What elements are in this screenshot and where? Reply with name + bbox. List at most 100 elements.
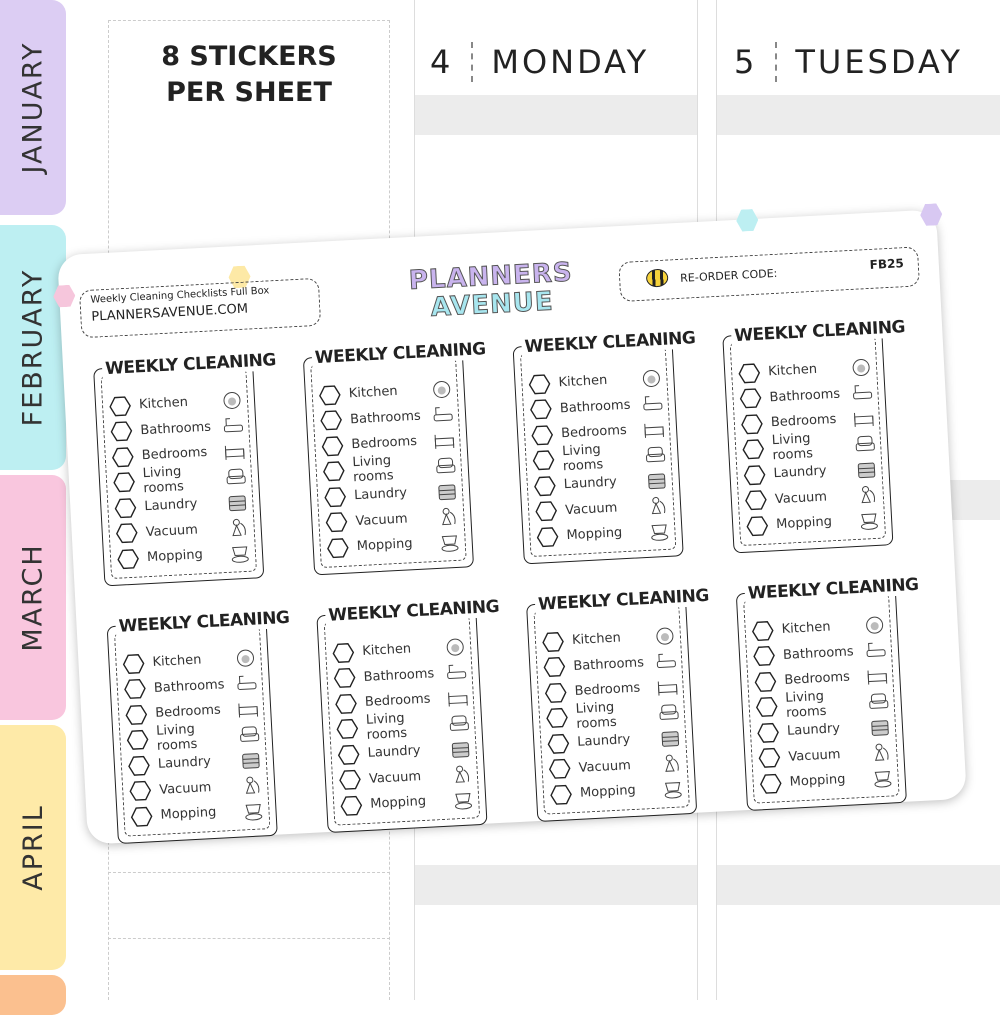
- mop-bucket-icon: [661, 778, 684, 799]
- hexagon-checkbox-icon: [751, 620, 774, 641]
- brand-logo: PLANNERS AVENUE: [408, 257, 574, 323]
- checklist-item: Vacuum: [535, 492, 670, 524]
- bed-icon: [237, 698, 260, 719]
- checklist-item: Mopping: [130, 797, 265, 829]
- task-label: Bedrooms: [141, 445, 208, 464]
- armchair-icon: [224, 466, 247, 487]
- hexagon-checkbox-icon: [550, 784, 573, 805]
- cleaning-checklist-sticker: WEEKLY CLEANING Kitchen Bathrooms Bedrooms L…: [735, 574, 922, 812]
- checklist-item: Kitchen: [528, 365, 663, 397]
- month-tab-label: JANUARY: [17, 41, 49, 174]
- hexagon-checkbox-icon: [324, 486, 347, 507]
- task-label: Bedrooms: [770, 412, 837, 431]
- vacuum-icon: [647, 495, 670, 516]
- checklist-item: Mopping: [549, 775, 684, 807]
- bed-icon: [656, 676, 679, 697]
- checklist-item: Bathrooms: [320, 401, 455, 433]
- divider: [108, 872, 390, 873]
- checklist-item: Vacuum: [758, 739, 893, 771]
- hexagon-checkbox-icon: [326, 537, 349, 558]
- checklist-item: Kitchen: [541, 623, 676, 655]
- laundry-basket-icon: [449, 738, 472, 759]
- checklist-item: Bedrooms: [531, 416, 666, 448]
- task-label: Mopping: [566, 525, 623, 544]
- checklist-item: Bedrooms: [111, 438, 246, 470]
- sink-icon: [234, 647, 257, 668]
- hexagon-checkbox-icon: [325, 512, 348, 533]
- hexagon-checkbox-icon: [758, 748, 781, 769]
- checklist-item: Vacuum: [115, 514, 250, 546]
- checklist-item: Laundry: [114, 489, 249, 521]
- checklist-item: Bedrooms: [334, 685, 469, 717]
- day-header-monday: 4 MONDAY: [430, 42, 650, 82]
- checklist-item: Living rooms: [112, 463, 247, 496]
- task-label: Bathrooms: [349, 408, 422, 428]
- checklist-item: Laundry: [756, 713, 891, 745]
- hexagon-checkbox-icon: [129, 781, 152, 802]
- task-label: Bathrooms: [363, 666, 435, 685]
- task-label: Laundry: [157, 754, 212, 773]
- hexagon-checkbox-icon: [544, 682, 567, 703]
- checklist-item: Vacuum: [548, 750, 683, 782]
- checklist-item: Mopping: [326, 529, 461, 561]
- checklist-item: Bedrooms: [321, 427, 456, 459]
- task-label: Mopping: [146, 547, 204, 566]
- checklist-item: Mopping: [536, 518, 671, 550]
- mop-bucket-icon: [871, 767, 894, 788]
- hexagon-checkbox-icon: [332, 642, 355, 663]
- hexagon-checkbox-icon: [740, 413, 763, 435]
- task-label: Laundry: [786, 721, 841, 740]
- task-label: Living rooms: [784, 689, 827, 722]
- bathtub-icon: [222, 415, 245, 436]
- checklist-item: Vacuum: [129, 772, 264, 804]
- day-header-tuesday: 5 TUESDAY: [734, 42, 963, 82]
- task-label: Living rooms: [352, 453, 394, 486]
- task-label: Kitchen: [348, 384, 399, 402]
- vacuum-icon: [437, 506, 460, 527]
- task-label: Living rooms: [155, 722, 198, 755]
- sink-icon: [863, 614, 886, 635]
- month-tab-april[interactable]: APRIL: [0, 725, 66, 970]
- task-label: Vacuum: [368, 768, 422, 787]
- bathtub-icon: [864, 640, 887, 661]
- armchair-icon: [867, 691, 890, 712]
- armchair-icon: [644, 444, 667, 465]
- vacuum-icon: [660, 753, 683, 774]
- task-label: Living rooms: [575, 700, 618, 733]
- task-label: Kitchen: [138, 395, 189, 413]
- hexagon-checkbox-icon: [536, 526, 559, 547]
- checklist-item: Laundry: [533, 467, 668, 499]
- divider: [108, 938, 390, 939]
- task-label: Living rooms: [561, 442, 604, 475]
- checklist-item: Living rooms: [322, 452, 457, 486]
- checklist-item: Bathrooms: [333, 659, 468, 691]
- task-label: Vacuum: [774, 489, 828, 507]
- armchair-icon: [448, 713, 471, 734]
- hexagon-checkbox-icon: [742, 439, 765, 460]
- bathtub-icon: [445, 662, 468, 683]
- laundry-basket-icon: [868, 716, 891, 737]
- task-label: Vacuum: [158, 779, 212, 798]
- hexagon-checkbox-icon: [542, 631, 565, 652]
- task-label: Kitchen: [152, 652, 202, 671]
- task-label: Kitchen: [767, 362, 818, 380]
- task-label: Kitchen: [781, 619, 831, 638]
- sink-icon: [430, 379, 453, 400]
- task-label: Mopping: [160, 805, 217, 824]
- checklist-item: Kitchen: [108, 387, 243, 419]
- mop-bucket-icon: [438, 531, 461, 552]
- sticker-sheet: Weekly Cleaning Checklists Full Box PLAN…: [57, 209, 967, 845]
- bed-icon: [446, 687, 469, 708]
- hexagon-checkbox-icon: [746, 515, 769, 536]
- task-label: Laundry: [773, 463, 827, 482]
- hexagon-checkbox-icon: [117, 548, 140, 569]
- task-label: Laundry: [367, 743, 421, 762]
- month-tab-february[interactable]: FEBRUARY: [0, 225, 66, 470]
- checklist-item: Laundry: [743, 456, 878, 488]
- month-tab-january[interactable]: JANUARY: [0, 0, 66, 215]
- task-label: Bedrooms: [784, 669, 851, 689]
- checklist-item: Mopping: [746, 507, 881, 539]
- month-tab-march[interactable]: MARCH: [0, 475, 66, 720]
- month-tab-next[interactable]: [0, 975, 66, 1015]
- vacuum-icon: [856, 484, 879, 505]
